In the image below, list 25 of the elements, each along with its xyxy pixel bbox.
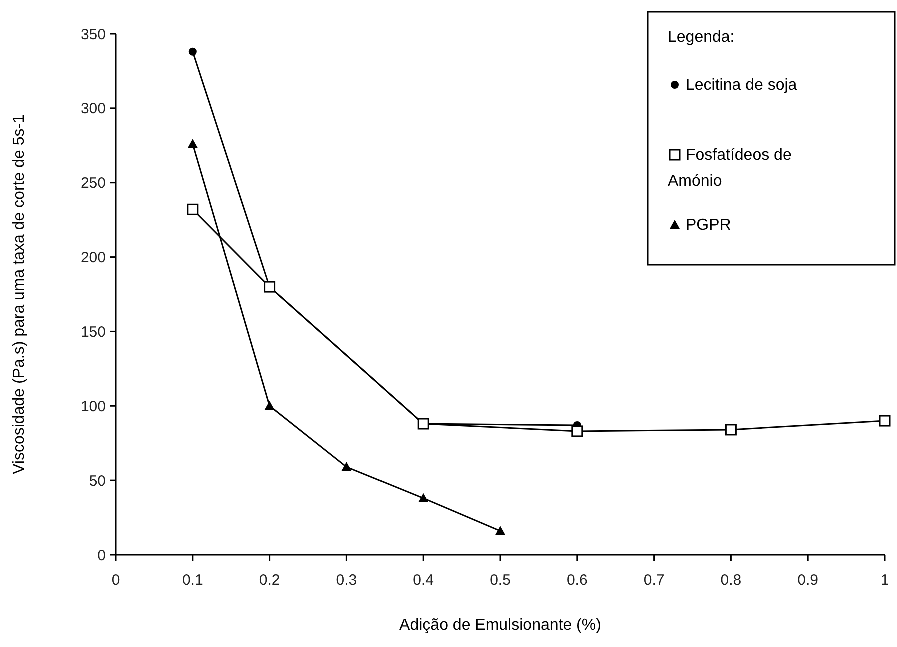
x-tick-label: 0.2 — [259, 572, 280, 589]
x-axis-title: Adição de Emulsionante (%) — [400, 617, 602, 634]
legend-label: PGPR — [686, 217, 732, 234]
y-tick-label: 200 — [80, 250, 106, 267]
y-tick-label: 300 — [80, 100, 106, 118]
y-tick-label: 150 — [80, 324, 106, 341]
y-tick-label: 100 — [80, 398, 106, 416]
y-tick-label: 0 — [98, 547, 106, 564]
x-tick-label: 0.8 — [720, 572, 742, 589]
y-tick-label: 50 — [89, 472, 106, 490]
x-tick-label: 0.6 — [566, 572, 588, 589]
y-tick-label: 250 — [80, 175, 106, 192]
legend-title: Legenda: — [668, 29, 735, 46]
x-tick-label: 0.3 — [336, 572, 358, 589]
x-tick-label: 0.7 — [644, 572, 665, 589]
legend-label: Fosfatídeos de Amónio — [668, 147, 792, 190]
x-tick-label: 1 — [880, 572, 890, 589]
y-axis-title: Viscosidade (Pa.s) para uma taxa de corte de 5s-1 — [11, 114, 28, 474]
x-tick-label: 0.9 — [798, 572, 819, 589]
y-tick-label: 350 — [80, 26, 106, 44]
x-tick-label: 0.4 — [413, 572, 434, 589]
legend-label: Lecitina de soja — [686, 77, 798, 94]
x-tick-label: 0.5 — [490, 572, 511, 589]
x-tick-label: 0.1 — [182, 572, 204, 589]
x-tick-label: 0 — [112, 572, 120, 589]
